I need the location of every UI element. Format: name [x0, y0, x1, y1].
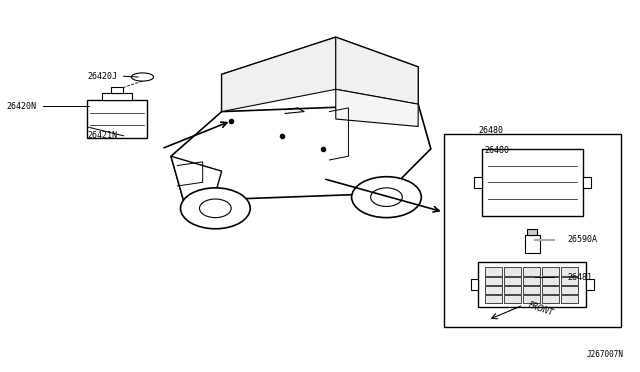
Bar: [504, 286, 521, 294]
Text: 26420N: 26420N: [6, 102, 36, 110]
Bar: [523, 286, 540, 294]
Bar: [444, 134, 621, 327]
Bar: [541, 286, 559, 294]
Bar: [523, 277, 540, 285]
Bar: [525, 235, 540, 253]
Text: FRONT: FRONT: [527, 300, 555, 317]
Polygon shape: [221, 37, 418, 141]
Bar: [561, 267, 578, 276]
Polygon shape: [221, 37, 336, 112]
Bar: [541, 295, 559, 304]
Bar: [484, 277, 502, 285]
Polygon shape: [171, 104, 431, 201]
Bar: [523, 295, 540, 304]
Text: 26480: 26480: [484, 146, 509, 155]
Bar: [561, 277, 578, 285]
Text: J267007N: J267007N: [587, 350, 624, 359]
Bar: [561, 295, 578, 304]
Text: 26481: 26481: [567, 273, 592, 282]
Bar: [484, 286, 502, 294]
Text: 26590A: 26590A: [567, 235, 597, 244]
Circle shape: [351, 177, 421, 218]
Polygon shape: [336, 89, 418, 126]
Bar: [484, 295, 502, 304]
Bar: [87, 100, 147, 138]
Bar: [523, 267, 540, 276]
Bar: [504, 277, 521, 285]
Ellipse shape: [131, 73, 154, 81]
Text: 26480: 26480: [478, 126, 504, 135]
Bar: [471, 279, 478, 291]
Polygon shape: [171, 156, 221, 216]
Bar: [474, 177, 481, 188]
Bar: [484, 267, 502, 276]
Bar: [583, 177, 591, 188]
Circle shape: [180, 188, 250, 229]
Bar: [561, 286, 578, 294]
Bar: [478, 263, 586, 307]
Text: 26420J: 26420J: [87, 72, 117, 81]
Bar: [541, 267, 559, 276]
Bar: [527, 229, 538, 235]
Bar: [541, 277, 559, 285]
Polygon shape: [336, 37, 418, 104]
Bar: [102, 93, 132, 100]
Bar: [504, 295, 521, 304]
Bar: [111, 87, 124, 93]
Bar: [504, 267, 521, 276]
Circle shape: [371, 188, 403, 206]
Circle shape: [200, 199, 231, 218]
Text: 26421N: 26421N: [87, 131, 117, 140]
Bar: [481, 149, 583, 216]
Bar: [586, 279, 594, 291]
